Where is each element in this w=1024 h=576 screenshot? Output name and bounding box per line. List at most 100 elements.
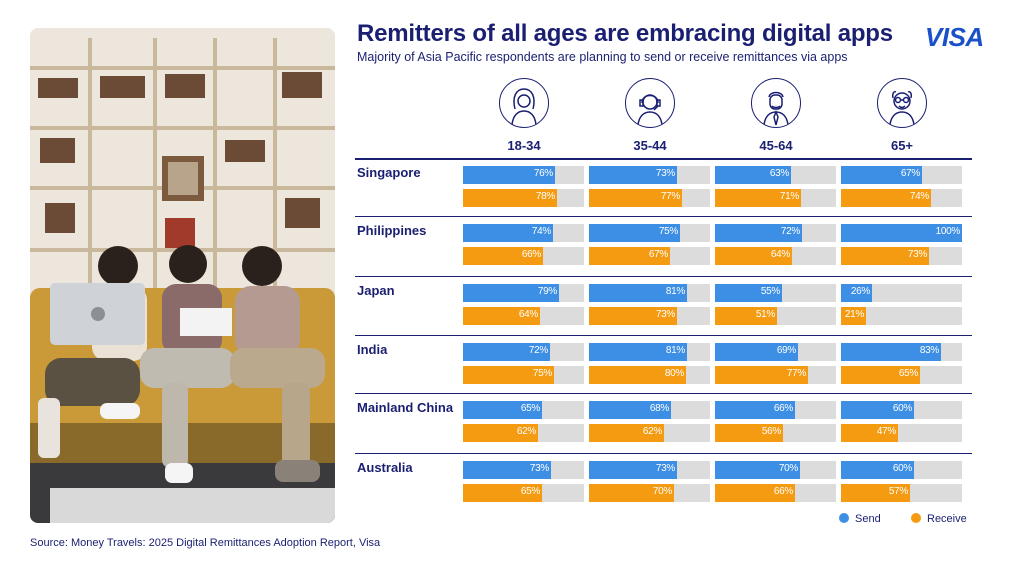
send-value-label: 74% (531, 226, 551, 237)
receive-value-label: 80% (664, 368, 684, 379)
bar-track: 78% (463, 189, 584, 207)
send-bar (589, 224, 680, 242)
receive-value-label: 21% (844, 309, 864, 320)
receive-bar (589, 189, 682, 207)
row-divider (355, 335, 972, 336)
bar-track: 62% (463, 424, 584, 442)
legend-receive-swatch (911, 513, 921, 523)
legend-send: Send (839, 513, 881, 525)
receive-value-label: 73% (655, 309, 675, 320)
send-bar (715, 343, 798, 361)
bar-track: 77% (715, 366, 836, 384)
receive-bar (715, 189, 801, 207)
receive-value-label: 74% (909, 191, 929, 202)
send-value-label: 73% (655, 463, 675, 474)
age-group-header: 35-44 (589, 78, 711, 153)
send-value-label: 81% (665, 345, 685, 356)
receive-value-label: 77% (786, 368, 806, 379)
send-value-label: 72% (780, 226, 800, 237)
receive-bar (841, 484, 910, 502)
send-value-label: 75% (658, 226, 678, 237)
age-label: 45-64 (759, 138, 793, 153)
bar-track: 80% (589, 366, 710, 384)
send-bar (715, 284, 782, 302)
bar-track: 73% (589, 461, 710, 479)
send-value-label: 70% (778, 463, 798, 474)
page-subtitle: Majority of Asia Pacific respondents are… (357, 50, 848, 64)
send-bar (463, 166, 555, 184)
bar-track: 72% (715, 224, 836, 242)
send-value-label: 68% (649, 403, 669, 414)
send-bar (841, 166, 922, 184)
send-bar (589, 166, 677, 184)
bar-track: 73% (589, 307, 710, 325)
row-divider (355, 276, 972, 277)
receive-bar (589, 247, 670, 265)
send-value-label: 69% (776, 345, 796, 356)
send-bar (463, 284, 559, 302)
bar-track: 26% (841, 284, 962, 302)
page-title: Remitters of all ages are embracing digi… (357, 20, 893, 47)
receive-value-label: 62% (516, 426, 536, 437)
bar-track: 65% (841, 366, 962, 384)
send-bar (463, 343, 550, 361)
receive-value-label: 66% (773, 486, 793, 497)
visa-logo: VISA (925, 22, 984, 52)
receive-bar (463, 484, 542, 502)
bar-track: 60% (841, 461, 962, 479)
receive-bar (715, 366, 808, 384)
age-label: 65+ (890, 138, 914, 153)
row-divider (355, 216, 972, 217)
send-bar (715, 166, 791, 184)
send-bar (841, 461, 914, 479)
receive-value-label: 71% (779, 191, 799, 202)
bar-track: 56% (715, 424, 836, 442)
receive-value-label: 73% (907, 249, 927, 260)
receive-value-label: 51% (755, 309, 775, 320)
age-group-header: 65+ (841, 78, 963, 153)
row-divider (355, 393, 972, 394)
bar-track: 66% (715, 401, 836, 419)
send-value-label: 63% (769, 168, 789, 179)
age-group-header: 18-34 (463, 78, 585, 153)
send-value-label: 66% (773, 403, 793, 414)
receive-value-label: 70% (652, 486, 672, 497)
send-value-label: 76% (533, 168, 553, 179)
bar-track: 64% (463, 307, 584, 325)
bar-track: 67% (589, 247, 710, 265)
bar-track: 51% (715, 307, 836, 325)
receive-value-label: 66% (521, 249, 541, 260)
age-group-header: 45-64 (715, 78, 837, 153)
receive-bar (841, 247, 929, 265)
country-label: Mainland China (357, 400, 454, 415)
country-label: Japan (357, 283, 395, 298)
receive-bar (715, 247, 792, 265)
bar-track: 74% (841, 189, 962, 207)
receive-bar (589, 484, 674, 502)
bar-track: 62% (589, 424, 710, 442)
bar-track: 70% (589, 484, 710, 502)
bar-track: 75% (463, 366, 584, 384)
legend-receive: Receive (911, 513, 967, 525)
legend-send-label: Send (855, 513, 881, 525)
receive-bar (463, 189, 557, 207)
bar-track: 77% (589, 189, 710, 207)
elder-glasses-icon (877, 78, 927, 128)
receive-bar (841, 307, 866, 325)
man-tie-icon (751, 78, 801, 128)
receive-value-label: 47% (876, 426, 896, 437)
hero-photo (30, 28, 335, 523)
receive-value-label: 65% (520, 486, 540, 497)
bar-track: 76% (463, 166, 584, 184)
send-value-label: 83% (919, 345, 939, 356)
receive-bar (589, 307, 677, 325)
send-value-label: 60% (892, 463, 912, 474)
bar-track: 66% (463, 247, 584, 265)
bar-track: 69% (715, 343, 836, 361)
age-label: 18-34 (507, 138, 541, 153)
send-bar (589, 461, 677, 479)
country-label: Singapore (357, 165, 421, 180)
receive-bar (841, 366, 920, 384)
receive-value-label: 64% (770, 249, 790, 260)
send-value-label: 26% (850, 286, 870, 297)
